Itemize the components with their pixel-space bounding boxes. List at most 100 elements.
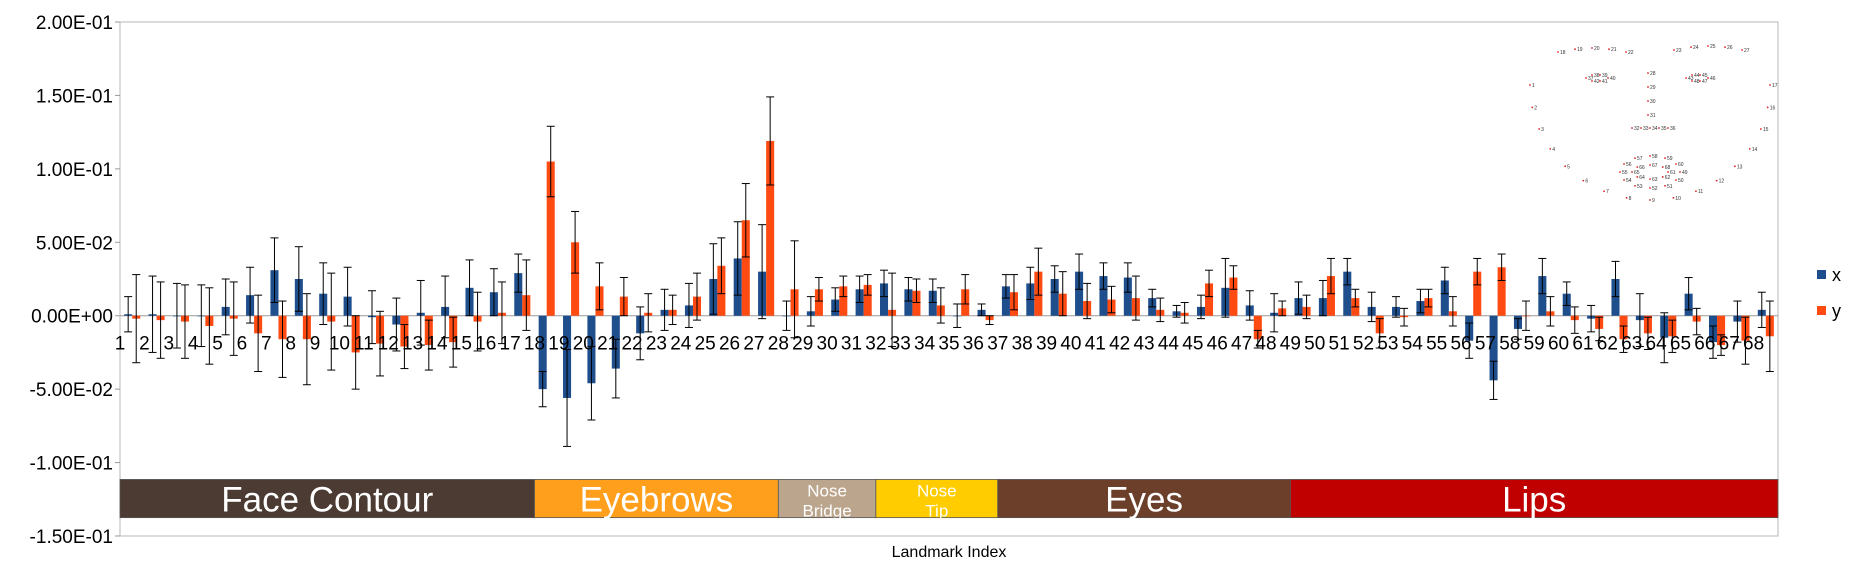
- x-tick-label: 34: [914, 334, 936, 355]
- error-bar-x: [1270, 293, 1279, 333]
- inset-landmark: 5: [1564, 164, 1570, 170]
- x-tick-label: 68: [1743, 334, 1764, 355]
- error-bar-x: [904, 277, 913, 302]
- x-tick-label: 50: [1304, 334, 1325, 355]
- error-bar-x: [172, 282, 181, 349]
- x-tick-label: 15: [451, 334, 472, 355]
- y-tick-label: -1.00E-01: [30, 454, 113, 475]
- error-bar-y: [693, 272, 702, 321]
- inset-landmark: 43: [1685, 76, 1694, 82]
- error-bar-y: [1058, 271, 1067, 317]
- error-bar-x: [1733, 300, 1742, 343]
- inset-landmark: 3: [1538, 127, 1544, 133]
- x-tick-label: 55: [1426, 334, 1447, 355]
- error-bar-x: [1709, 325, 1718, 359]
- error-bar-x: [1075, 253, 1084, 290]
- error-bar-x: [1562, 281, 1571, 306]
- error-bar-x: [733, 221, 742, 296]
- error-bar-y: [741, 183, 750, 258]
- svg-text:22: 22: [1628, 50, 1634, 56]
- error-bar-x: [709, 243, 718, 315]
- error-bar-y: [424, 319, 433, 371]
- svg-text:37: 37: [1588, 76, 1594, 82]
- x-tick-label: 25: [695, 334, 716, 355]
- x-tick-label: 32: [865, 334, 886, 355]
- inset-landmark: 13: [1733, 164, 1743, 170]
- inset-landmark: 66: [1636, 165, 1645, 171]
- x-tick-label: 54: [1402, 334, 1424, 355]
- error-bar-y: [376, 310, 385, 377]
- x-tick-label: 63: [1621, 334, 1642, 355]
- x-tick-label: 9: [310, 334, 321, 355]
- x-tick-label: 66: [1694, 334, 1715, 355]
- error-bar-x: [1440, 266, 1449, 295]
- bar-series: [124, 140, 1774, 398]
- error-bar-x: [1221, 257, 1230, 318]
- inset-landmark: 46: [1707, 76, 1716, 82]
- error-bar-y: [254, 294, 263, 373]
- x-tick-label: 44: [1158, 334, 1180, 355]
- svg-text:59: 59: [1667, 156, 1673, 162]
- inset-landmark: 33: [1640, 126, 1649, 132]
- error-bar-x: [1026, 266, 1035, 301]
- bar-y: [1205, 283, 1214, 316]
- error-bar-x: [1099, 262, 1108, 290]
- error-bar-y: [985, 315, 994, 326]
- inset-landmark: 54: [1623, 178, 1632, 184]
- svg-text:17: 17: [1772, 83, 1778, 89]
- y-tick-label: -1.50E-01: [30, 527, 113, 548]
- svg-text:14: 14: [1752, 147, 1758, 153]
- inset-landmark: 31: [1647, 113, 1656, 119]
- x-tick-label: 60: [1548, 334, 1569, 355]
- x-tick-label: 31: [841, 334, 862, 355]
- error-bar-x: [1148, 288, 1157, 308]
- inset-landmark: 25: [1707, 44, 1716, 50]
- error-bar-y: [595, 262, 604, 311]
- inset-landmark: 68: [1661, 165, 1671, 171]
- error-bar-y: [1692, 307, 1701, 336]
- region-label: Face Contour: [221, 481, 433, 520]
- region-band: [534, 479, 779, 519]
- error-bar-x: [660, 288, 669, 331]
- error-bar-x: [1587, 304, 1596, 333]
- error-bar-x: [441, 275, 450, 339]
- inset-landmark: 7: [1603, 189, 1609, 195]
- bar-x: [1489, 315, 1498, 381]
- error-bar-y: [229, 281, 238, 356]
- error-bar-y: [156, 281, 165, 359]
- svg-text:64: 64: [1639, 175, 1645, 181]
- x-tick-label: 40: [1060, 334, 1081, 355]
- inset-landmark: 30: [1647, 99, 1656, 105]
- x-tick-label: 37: [987, 334, 1008, 355]
- error-bar-y: [180, 284, 189, 359]
- svg-text:24: 24: [1693, 45, 1699, 51]
- svg-text:25: 25: [1710, 44, 1716, 50]
- error-bar-y: [1253, 329, 1262, 349]
- svg-text:55: 55: [1622, 170, 1628, 176]
- inset-landmark: 59: [1664, 156, 1673, 162]
- x-tick-label: 23: [646, 334, 667, 355]
- error-bars: [124, 96, 1774, 447]
- x-tick-label: 48: [1255, 334, 1276, 355]
- error-bar-x: [1684, 277, 1693, 311]
- svg-text:6: 6: [1585, 179, 1588, 185]
- x-tick-label: 17: [500, 334, 521, 355]
- error-bar-y: [571, 210, 580, 274]
- error-bar-x: [392, 297, 401, 352]
- bar-y: [1473, 271, 1482, 316]
- svg-text:68: 68: [1665, 165, 1671, 171]
- inset-landmark: 57: [1634, 156, 1643, 162]
- svg-text:42: 42: [1594, 79, 1600, 85]
- svg-text:23: 23: [1676, 48, 1682, 54]
- error-bar-y: [644, 293, 653, 333]
- bar-x: [1611, 279, 1620, 316]
- x-axis-title: Landmark Index: [892, 544, 1007, 561]
- error-bar-x: [636, 306, 645, 361]
- svg-text:34: 34: [1652, 126, 1658, 132]
- svg-text:19: 19: [1577, 47, 1583, 53]
- x-tick-label: 33: [890, 334, 911, 355]
- region-label: Nose Bridge: [803, 481, 852, 520]
- svg-text:58: 58: [1652, 154, 1658, 160]
- error-bar-x: [977, 303, 986, 317]
